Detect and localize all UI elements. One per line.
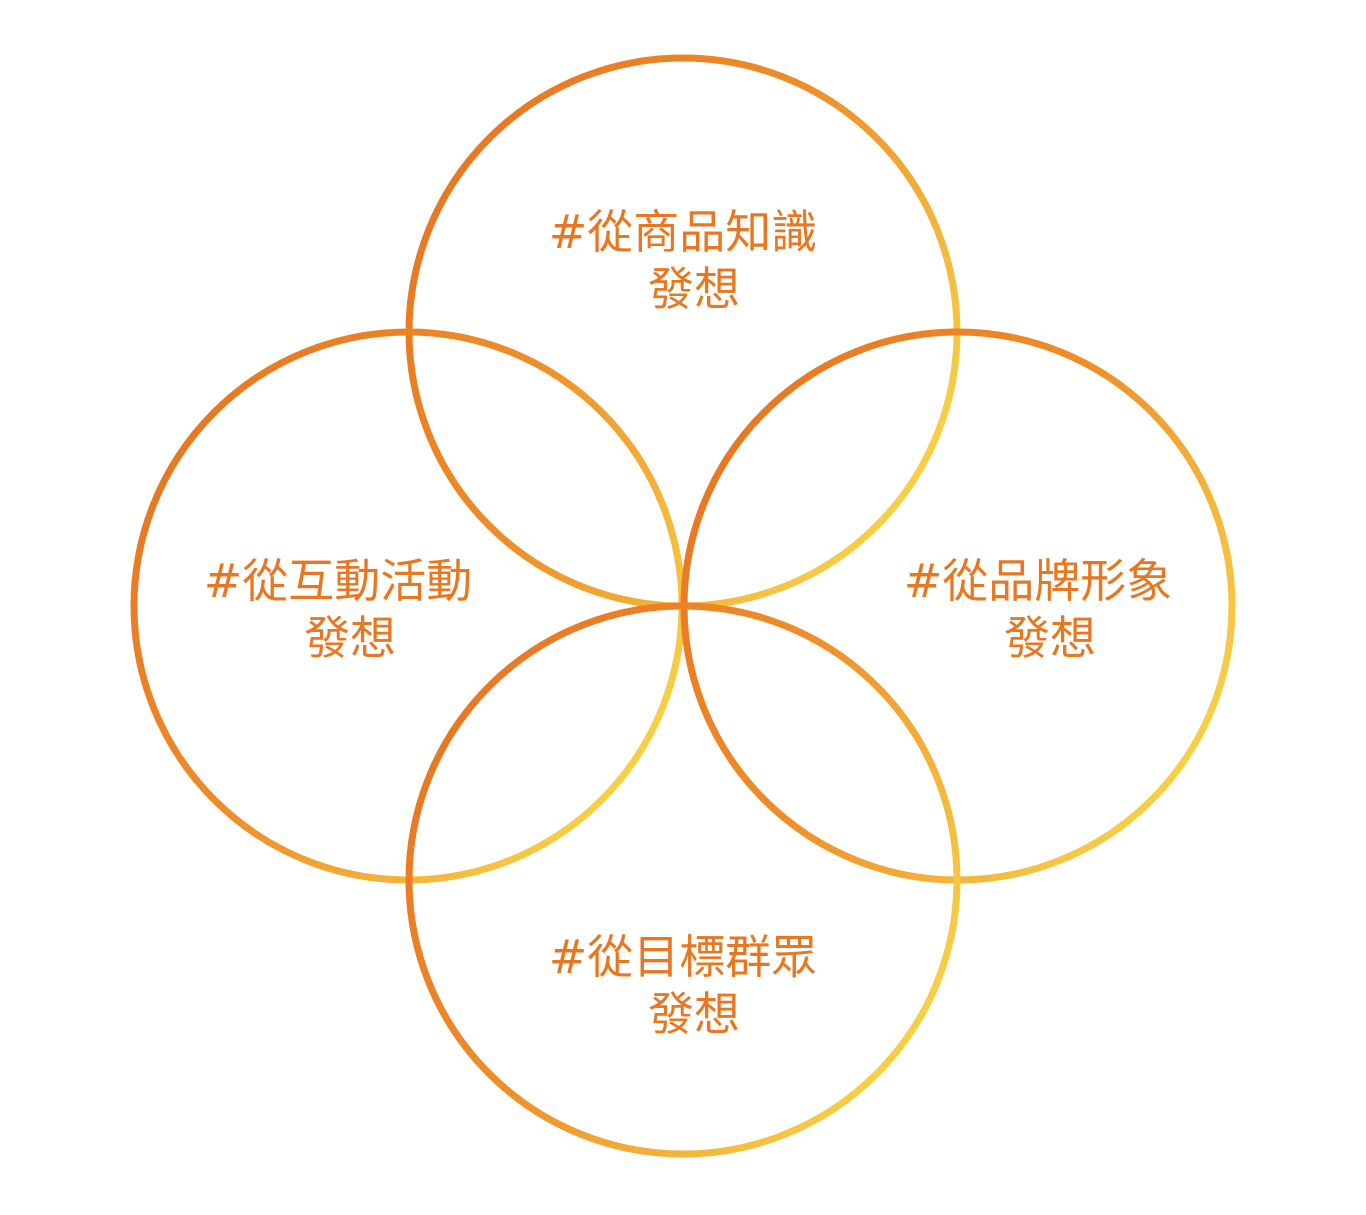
ring-top bbox=[405, 54, 961, 610]
label-bottom-line2: 發想 bbox=[648, 987, 740, 1041]
label-bottom-line1: #從目標群眾 bbox=[549, 930, 818, 984]
circle-right: #從品牌形象 發想 bbox=[680, 328, 1236, 884]
circle-bottom: #從目標群眾 發想 bbox=[405, 602, 961, 1158]
label-top-line1: #從商品知識 bbox=[549, 205, 818, 259]
ring-bottom bbox=[405, 602, 961, 1158]
label-right-line1: #從品牌形象 bbox=[904, 554, 1173, 608]
label-right-line2: 發想 bbox=[1004, 611, 1096, 665]
label-top-line2: 發想 bbox=[648, 262, 740, 316]
label-left-line1: #從互動活動 bbox=[204, 554, 473, 608]
label-left-line2: 發想 bbox=[304, 611, 396, 665]
circle-top: #從商品知識 發想 bbox=[405, 54, 961, 610]
circle-left: #從互動活動 發想 bbox=[130, 328, 686, 884]
